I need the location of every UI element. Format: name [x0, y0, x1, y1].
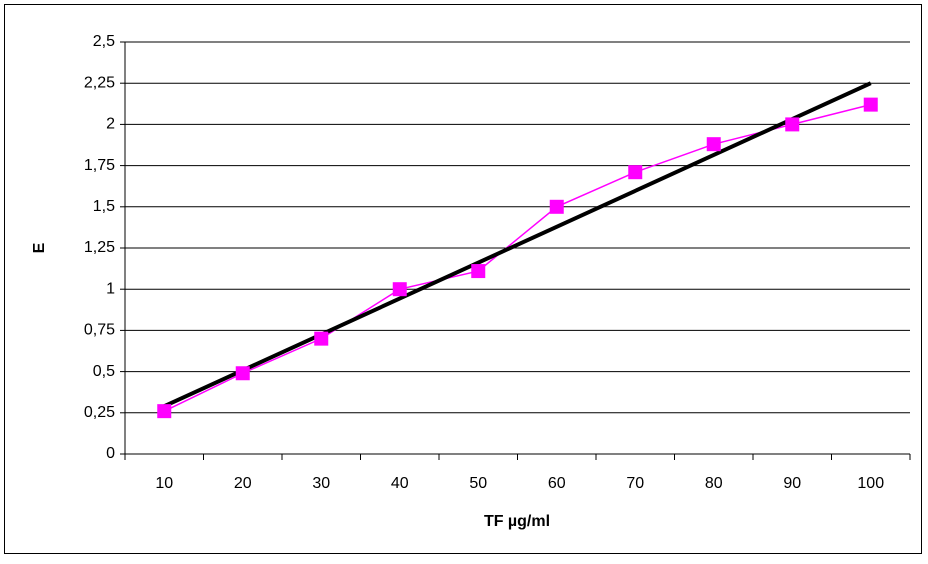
- y-axis-title: E: [31, 242, 48, 253]
- data-marker: [549, 199, 564, 214]
- y-tick-label: 1,25: [84, 239, 115, 256]
- x-tick-label: 100: [857, 475, 884, 492]
- chart-border: [4, 4, 922, 554]
- data-marker: [706, 137, 721, 152]
- y-tick-label: 1,5: [93, 198, 115, 215]
- x-tick-label: 70: [626, 475, 644, 492]
- data-marker: [314, 331, 329, 346]
- x-tick-label: 10: [155, 475, 173, 492]
- x-tick-label: 30: [312, 475, 330, 492]
- x-tick-label: 40: [391, 475, 409, 492]
- y-tick-label: 2: [106, 116, 115, 133]
- x-tick-label: 90: [783, 475, 801, 492]
- trend-line: [163, 81, 872, 409]
- y-tick-label: 0,75: [84, 322, 115, 339]
- data-marker: [863, 97, 878, 112]
- data-marker: [157, 404, 172, 419]
- data-marker: [628, 165, 643, 180]
- data-marker: [392, 282, 407, 297]
- x-tick-label: 20: [234, 475, 252, 492]
- x-tick-label: 60: [548, 475, 566, 492]
- x-tick-label: 50: [469, 475, 487, 492]
- data-marker: [785, 117, 800, 132]
- data-marker: [471, 264, 486, 279]
- y-tick-label: 2,5: [93, 33, 115, 50]
- y-tick-label: 1: [106, 280, 115, 297]
- data-line: [163, 103, 871, 412]
- x-tick-label: 80: [705, 475, 723, 492]
- data-marker: [235, 366, 250, 381]
- y-tick-label: 0,25: [84, 404, 115, 421]
- x-axis-title: TF µg/ml: [484, 513, 550, 530]
- y-tick-label: 1,75: [84, 157, 115, 174]
- y-tick-label: 2,25: [84, 74, 115, 91]
- y-tick-label: 0,5: [93, 363, 115, 380]
- y-tick-label: 0: [106, 445, 115, 462]
